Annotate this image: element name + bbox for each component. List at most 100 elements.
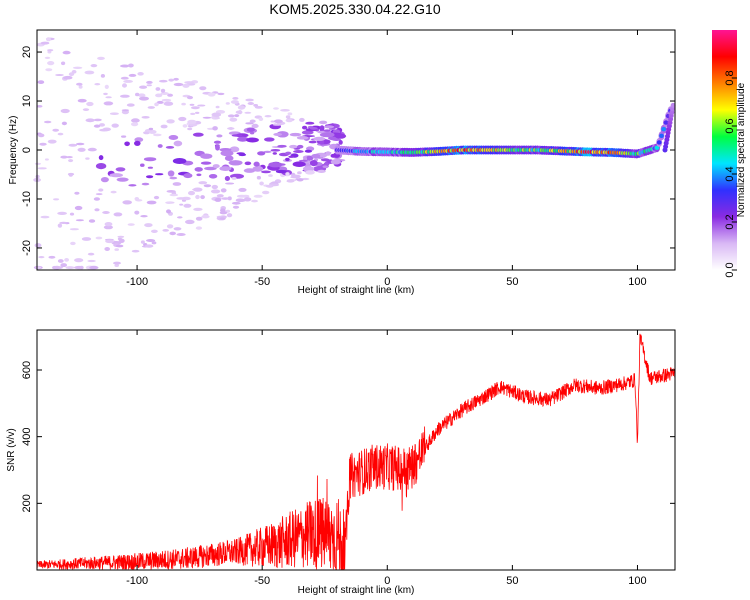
spectrogram-blob xyxy=(320,158,330,162)
spectrogram-blob xyxy=(169,176,178,180)
spectrogram-blob xyxy=(143,157,157,162)
spectrogram-xtick-label: 0 xyxy=(384,276,390,288)
spectrogram-blob xyxy=(253,161,260,167)
spectrogram-blob xyxy=(293,150,304,153)
snr-ytick-label: 200 xyxy=(21,494,33,512)
snr-frame xyxy=(36,329,676,571)
spectrogram-blob xyxy=(99,128,110,132)
spectrogram-xtick-label: 50 xyxy=(506,276,518,288)
spectrogram-blob xyxy=(224,155,234,161)
spectrogram-blob xyxy=(135,92,140,97)
spectrogram-blob xyxy=(36,105,43,108)
spectrogram-blob xyxy=(94,83,101,86)
spectrogram-blob xyxy=(319,140,325,145)
spectrogram-blob xyxy=(81,237,92,241)
spectrogram-blob xyxy=(113,261,121,265)
spectrogram-blob xyxy=(59,221,68,224)
spectrogram-blob xyxy=(270,120,275,123)
spectrogram-blob xyxy=(207,92,216,97)
spectrogram-blob xyxy=(124,141,130,147)
colorbar-tick-label: 0.2 xyxy=(724,214,736,229)
spectrogram-blob xyxy=(201,214,210,219)
spectrogram-blob xyxy=(254,106,263,109)
spectrogram-blob xyxy=(324,125,335,129)
spectrogram-blob xyxy=(287,112,293,116)
spectrogram-blob xyxy=(216,194,224,198)
spectrogram-blob xyxy=(47,139,57,144)
spectrogram-blob xyxy=(165,146,175,149)
spectrogram-blob xyxy=(62,50,71,55)
spectrogram-blob xyxy=(102,211,110,214)
spectrogram-blob xyxy=(65,266,75,270)
spectrogram-blob xyxy=(68,159,74,163)
spectrogram-blob xyxy=(37,167,47,170)
spectrogram-blob xyxy=(272,123,282,126)
spectrogram-blob xyxy=(309,126,318,130)
spectrogram-blob xyxy=(138,93,146,98)
spectrogram-ridge-layer xyxy=(334,102,676,159)
spectrogram-blob xyxy=(237,105,246,110)
spectrogram-blob xyxy=(190,112,196,115)
spectrogram-ytick-label: 20 xyxy=(21,46,33,58)
snr-xtick-label: -50 xyxy=(254,575,270,587)
spectrogram-blob xyxy=(103,225,113,230)
spectrogram-blob xyxy=(168,135,179,140)
spectrogram-blob xyxy=(247,102,254,105)
spectrogram-blob xyxy=(325,151,331,156)
spectrogram-blob xyxy=(214,197,222,202)
spectrogram-blob xyxy=(173,227,182,231)
spectrogram-blob xyxy=(77,147,86,152)
snr-ylabel: SNR (v/v) xyxy=(6,428,17,471)
spectrogram-blob xyxy=(69,212,75,216)
spectrogram-blob xyxy=(160,124,168,129)
spectrogram-blob xyxy=(286,179,295,183)
spectrogram-blob xyxy=(148,129,157,134)
spectrogram-blob xyxy=(34,162,42,165)
snr-xtick-label: -100 xyxy=(126,575,148,587)
spectrogram-blob xyxy=(160,88,166,93)
spectrogram-blob xyxy=(88,219,96,223)
spectrogram-blob xyxy=(183,173,193,179)
spectrogram-blob xyxy=(97,56,105,61)
spectrogram-blob xyxy=(74,191,80,195)
spectrogram-blob xyxy=(141,182,150,186)
spectrogram-blob xyxy=(250,131,255,135)
spectrogram-blob xyxy=(111,123,119,128)
spectrogram-blob xyxy=(45,68,53,72)
spectrogram-blob xyxy=(285,172,290,176)
snr-ytick-label: 400 xyxy=(21,427,33,445)
spectrogram-blob xyxy=(200,153,213,159)
spectrogram-blob xyxy=(196,173,202,177)
spectrogram-blob xyxy=(72,66,83,70)
spectrogram-blob xyxy=(332,138,341,141)
spectrogram-blob xyxy=(322,165,328,168)
spectrogram-blob xyxy=(95,193,103,196)
spectrogram-blob xyxy=(75,219,84,222)
spectrogram-blob xyxy=(110,190,117,194)
spectrogram-blob xyxy=(44,158,49,161)
spectrogram-blob xyxy=(69,228,79,231)
spectrogram-blob xyxy=(198,181,208,185)
spectrogram-blob xyxy=(157,144,163,148)
spectrogram-blob xyxy=(227,114,235,118)
spectrogram-blob xyxy=(187,119,197,125)
spectrogram-blob xyxy=(95,236,103,240)
spectrogram-blob xyxy=(229,146,240,153)
spectrogram-blob xyxy=(238,187,247,192)
spectrogram-blob xyxy=(118,238,125,243)
spectrogram-blob xyxy=(280,109,290,112)
spectrogram-blob xyxy=(39,142,47,146)
spectrogram-blob xyxy=(86,101,94,107)
spectrogram-blob xyxy=(126,103,135,107)
spectrogram-blob xyxy=(172,182,182,186)
spectrogram-blob xyxy=(100,177,109,183)
spectrogram-blob xyxy=(60,263,67,268)
spectrogram-blob xyxy=(231,134,243,137)
spectrogram-blob xyxy=(253,194,263,198)
spectrogram-blob xyxy=(139,96,149,101)
spectrogram-xtick-label: 100 xyxy=(628,276,646,288)
spectrogram-blob xyxy=(308,140,317,144)
spectrogram-blob xyxy=(166,209,171,214)
spectrogram-blob xyxy=(44,120,52,124)
